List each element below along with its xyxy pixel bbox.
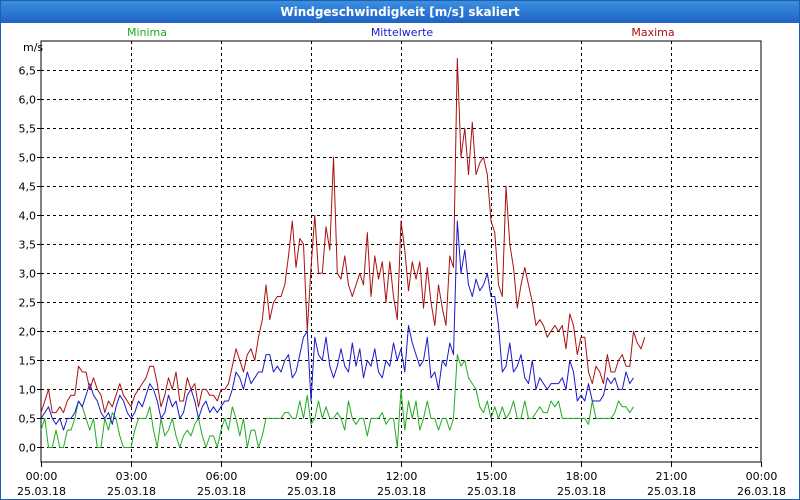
series-line-mittelwerte bbox=[40, 220, 634, 431]
series-lines bbox=[40, 57, 646, 448]
series-line-minima bbox=[40, 354, 634, 448]
legend-mittelwerte: Mittelwerte bbox=[371, 26, 434, 39]
series-line-maxima bbox=[40, 57, 646, 414]
y-tick-label: 2,5 bbox=[19, 297, 37, 310]
x-tick-time-label: 00:00 bbox=[26, 470, 58, 483]
y-axis-ticks: 0,0 0,5 1,0 1,5 2,0 2,5 3,0 3,5 4,0 4,5 5,0 5,5 6,0 6… bbox=[19, 65, 41, 455]
x-tick-time-label: 21:00 bbox=[656, 470, 688, 483]
y-tick-label: 4,5 bbox=[19, 181, 37, 194]
x-tick-time-label: 12:00 bbox=[386, 470, 418, 483]
y-tick-label: 0,0 bbox=[19, 442, 37, 455]
x-tick-date-label: 26.03.18 bbox=[737, 485, 786, 498]
legend-minima: Minima bbox=[127, 26, 167, 39]
y-tick-label: 3,5 bbox=[19, 239, 37, 252]
y-tick-label: 2,0 bbox=[19, 326, 37, 339]
x-tick-date-label: 25.03.18 bbox=[557, 485, 606, 498]
y-tick-label: 6,0 bbox=[19, 94, 37, 107]
x-tick-time-label: 09:00 bbox=[296, 470, 328, 483]
y-tick-label: 6,5 bbox=[19, 65, 37, 78]
x-tick-time-label: 18:00 bbox=[566, 470, 598, 483]
x-tick-date-label: 25.03.18 bbox=[647, 485, 696, 498]
y-axis-unit-label: m/s bbox=[23, 41, 43, 54]
x-tick-date-label: 25.03.18 bbox=[377, 485, 426, 498]
x-tick-date-label: 25.03.18 bbox=[287, 485, 336, 498]
chart-title: Windgeschwindigkeit [m/s] skaliert bbox=[1, 1, 799, 23]
x-tick-date-label: 25.03.18 bbox=[107, 485, 156, 498]
x-tick-time-label: 15:00 bbox=[476, 470, 508, 483]
y-tick-label: 5,5 bbox=[19, 123, 37, 136]
y-tick-label: 3,0 bbox=[19, 268, 37, 281]
y-tick-label: 0,5 bbox=[19, 413, 37, 426]
y-tick-label: 5,0 bbox=[19, 152, 37, 165]
x-tick-time-label: 00:00 bbox=[746, 470, 778, 483]
x-tick-date-label: 25.03.18 bbox=[467, 485, 516, 498]
x-tick-date-label: 25.03.18 bbox=[197, 485, 246, 498]
x-tick-time-label: 03:00 bbox=[116, 470, 148, 483]
y-tick-label: 1,5 bbox=[19, 355, 37, 368]
y-tick-label: 1,0 bbox=[19, 384, 37, 397]
legend-maxima: Maxima bbox=[631, 26, 674, 39]
x-tick-date-label: 25.03.18 bbox=[17, 485, 66, 498]
x-tick-time-label: 06:00 bbox=[206, 470, 238, 483]
y-tick-label: 4,0 bbox=[19, 210, 37, 223]
x-axis-ticks: 00:00 25.03.18 03:00 25.03.18 06:00 25.03.18 0… bbox=[17, 462, 786, 498]
